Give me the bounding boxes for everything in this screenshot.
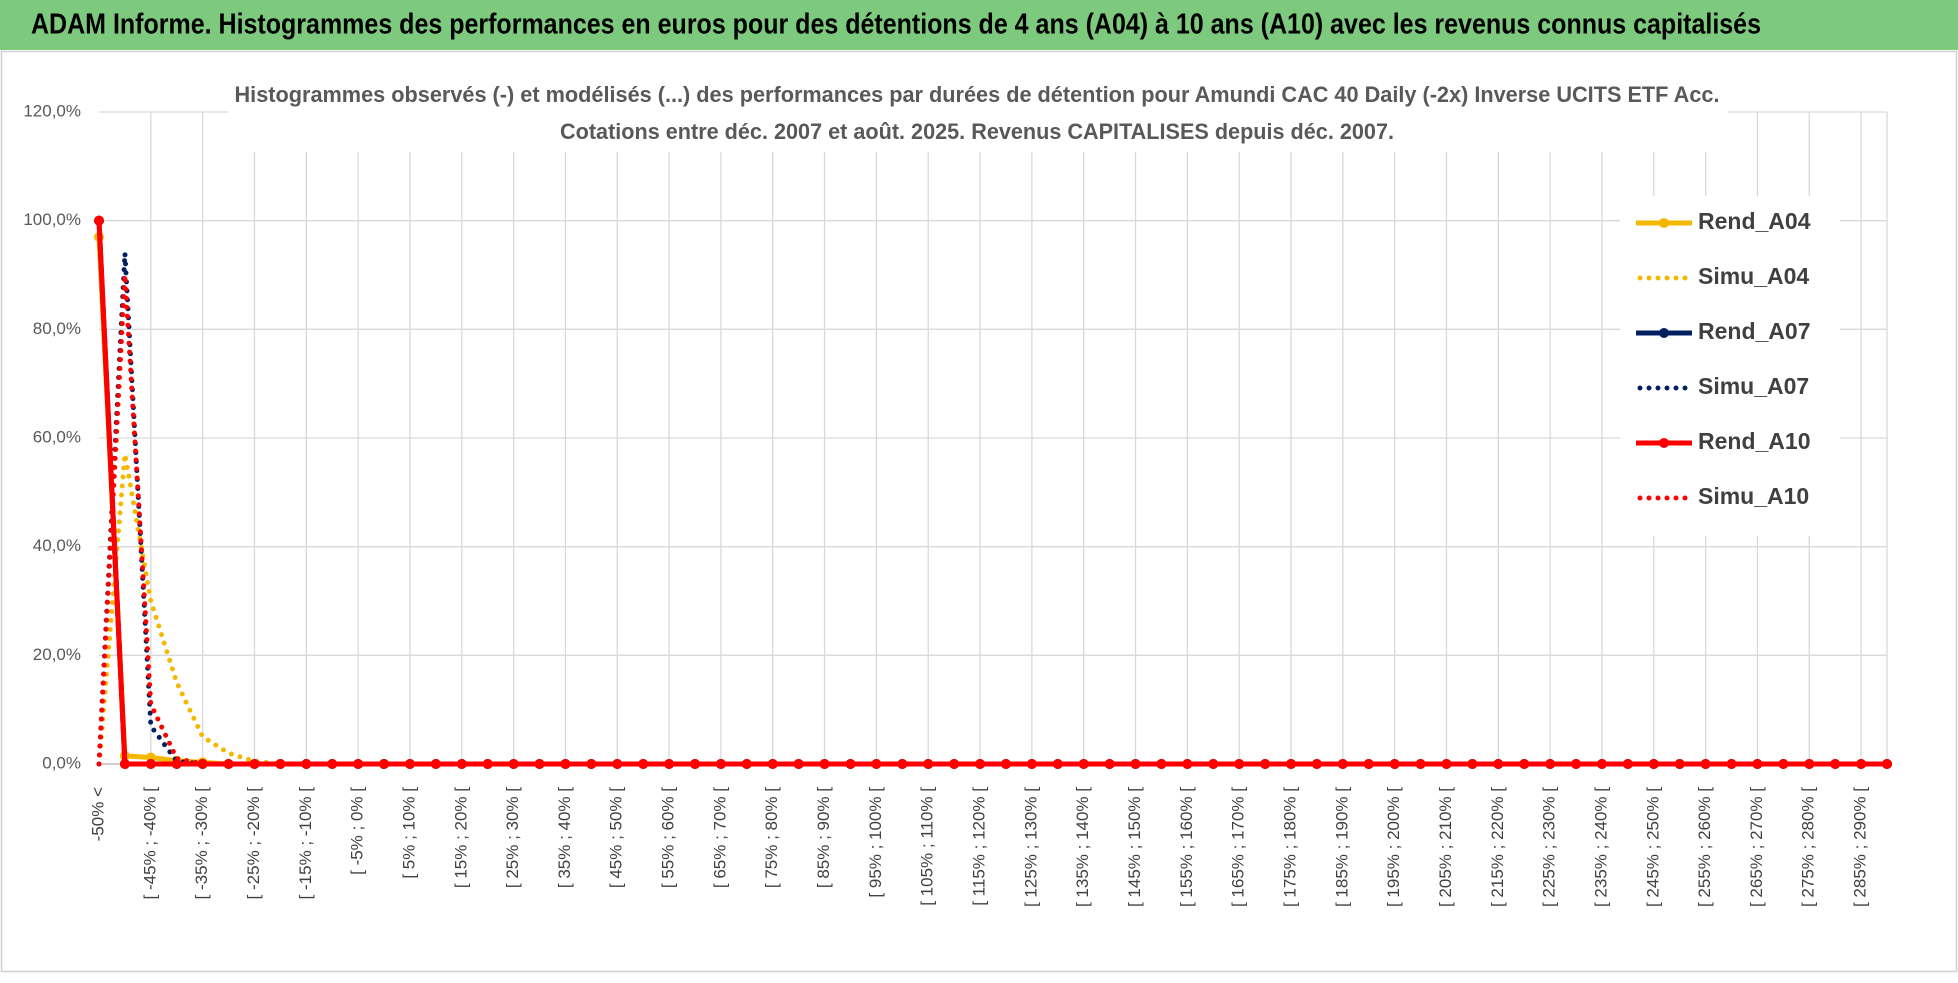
data-point (715, 759, 726, 769)
data-point (145, 759, 156, 769)
x-tick-label: [ 235% ; 240% [ (1591, 787, 1610, 907)
data-point (741, 759, 752, 769)
header-title: ADAM Informe. Histogrammes des performan… (31, 9, 1761, 41)
x-tick-label: [ 165% ; 170% [ (1229, 787, 1248, 907)
x-tick-label: [ 185% ; 190% [ (1332, 787, 1351, 907)
x-tick-label: [ 275% ; 280% [ (1799, 787, 1818, 907)
data-point (171, 759, 182, 769)
x-tick-label: [ 215% ; 220% [ (1488, 787, 1507, 907)
x-tick-label: [ -5% ; 0% [ (348, 787, 367, 875)
x-tick-label: [ 25% ; 30% [ (503, 787, 522, 888)
x-tick-label: [ 265% ; 270% [ (1747, 787, 1766, 907)
x-tick-label: [ 65% ; 70% [ (710, 787, 729, 888)
x-tick-label: [ -25% ; -20% [ (244, 787, 263, 900)
legend-marker (1659, 218, 1669, 228)
data-point (1156, 759, 1167, 769)
legend-background (1620, 196, 1840, 536)
x-tick-label: [ 175% ; 180% [ (1280, 787, 1299, 907)
title-background (228, 80, 1728, 152)
y-tick-label: 100,0% (23, 210, 81, 229)
data-point (275, 759, 286, 769)
x-tick-label: [ 125% ; 130% [ (1021, 787, 1040, 907)
legend-label: Simu_A04 (1698, 263, 1809, 289)
data-point (1571, 759, 1582, 769)
x-tick-label: [ 5% ; 10% [ (399, 787, 418, 879)
x-tick-label: -50% < (88, 787, 107, 841)
legend-label: Simu_A10 (1698, 483, 1809, 509)
x-tick-label: [ 105% ; 110% [ (918, 787, 937, 906)
data-point (1078, 759, 1089, 769)
data-point (1726, 759, 1737, 769)
data-point (690, 759, 700, 769)
x-tick-label: [ 85% ; 90% [ (814, 787, 833, 888)
data-point (1752, 759, 1763, 769)
y-tick-label: 60,0% (33, 427, 81, 446)
legend-label: Rend_A07 (1698, 318, 1810, 344)
legend-label: Rend_A10 (1698, 428, 1810, 454)
data-point (1545, 759, 1556, 769)
data-point (1596, 759, 1607, 769)
plot-area: 0,0% 20,0% 40,0% 60,0% 80,0% 100,0% 120,0% -50%… (23, 101, 1892, 907)
x-tick-label: [ 55% ; 60% [ (659, 787, 678, 888)
chart-subtitle: Cotations entre déc. 2007 et août. 2025.… (560, 119, 1394, 144)
x-tick-label: [ 45% ; 50% [ (607, 787, 626, 888)
x-tick-label: [ 135% ; 140% [ (1073, 787, 1092, 907)
y-tick-label: 40,0% (33, 536, 81, 555)
data-point (949, 759, 960, 769)
chart-title: Histogrammes observés (-) et modélisés (… (235, 82, 1720, 107)
x-tick-label: [ -15% ; -10% [ (296, 787, 315, 900)
x-tick-label: [ 225% ; 230% [ (1540, 787, 1559, 907)
x-tick-label: [ 205% ; 210% [ (1436, 787, 1455, 907)
x-tick-label: [ 245% ; 250% [ (1643, 787, 1662, 907)
series-line (96, 272, 1890, 767)
data-point (1882, 759, 1892, 769)
x-tick-label: [ 195% ; 200% [ (1384, 787, 1403, 907)
data-point (923, 759, 934, 769)
data-point (94, 215, 104, 226)
data-point (1778, 759, 1789, 769)
data-point (482, 759, 493, 769)
data-point (301, 759, 312, 769)
data-point (508, 759, 519, 769)
y-tick-label: 0,0% (42, 753, 81, 772)
data-point (1311, 759, 1322, 769)
data-point (871, 759, 882, 769)
data-point (456, 759, 467, 769)
legend: Rend_A04 Simu_A04 Rend_A07 Simu_A07 Rend_A10… (1620, 196, 1840, 536)
data-point (1130, 759, 1141, 769)
x-tick-label: [ 145% ; 150% [ (1125, 787, 1144, 907)
data-point (119, 759, 130, 769)
data-point (897, 759, 908, 769)
data-point (1337, 759, 1348, 769)
data-point (1519, 759, 1530, 769)
y-tick-label: 120,0% (23, 101, 81, 120)
x-tick-label: [ 255% ; 260% [ (1695, 787, 1714, 907)
legend-label: Rend_A04 (1698, 208, 1811, 234)
header-bar (0, 0, 1958, 50)
data-point (249, 759, 260, 769)
data-point (1363, 759, 1374, 769)
x-tick-label: [ 285% ; 290% [ (1851, 787, 1870, 907)
data-point (1104, 759, 1115, 769)
y-tick-label: 80,0% (33, 319, 81, 338)
x-tick-label: [ 155% ; 160% [ (1177, 787, 1196, 907)
data-point (1804, 759, 1815, 769)
x-tick-label: [ -35% ; -30% [ (192, 787, 211, 900)
x-tick-label: [ -45% ; -40% [ (140, 787, 159, 900)
legend-marker (1659, 438, 1669, 448)
data-point (223, 759, 234, 769)
legend-marker (1659, 328, 1669, 338)
y-tick-label: 20,0% (33, 645, 81, 664)
legend-label: Simu_A07 (1698, 373, 1809, 399)
x-tick-label: [ 15% ; 20% [ (451, 787, 470, 888)
x-tick-label: [ 95% ; 100% [ (866, 787, 885, 898)
data-point (664, 759, 675, 769)
x-tick-label: [ 115% ; 120% [ (970, 787, 989, 906)
x-tick-label: [ 35% ; 40% [ (555, 787, 574, 888)
chart-border (0, 50, 1958, 973)
x-tick-label: [ 75% ; 80% [ (762, 787, 781, 888)
